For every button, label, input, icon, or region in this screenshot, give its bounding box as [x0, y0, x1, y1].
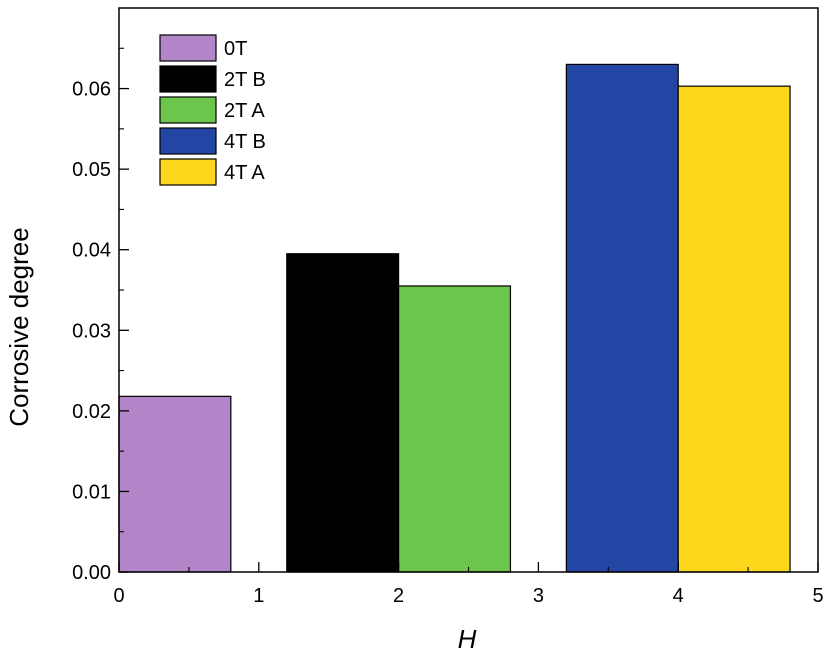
x-tick-label: 0: [113, 585, 124, 607]
bars: [118, 63, 791, 573]
legend-swatch: [159, 96, 217, 124]
legend-label: 0T: [224, 38, 247, 60]
y-tick-label: 0.02: [72, 401, 111, 423]
y-tick-label: 0.04: [72, 240, 111, 262]
x-tick-label: 3: [533, 585, 544, 607]
legend: 0T 2T B 2T A 4T B 4T A: [159, 34, 266, 186]
legend-swatch: [159, 65, 217, 93]
bar-4t-b: [565, 63, 679, 573]
y-axis: 0.00 0.01 0.02 0.03 0.04 0.05 0.06: [72, 47, 129, 584]
y-tick-label: 0.00: [72, 562, 111, 584]
bar-2t-b: [286, 253, 400, 573]
y-tick-label: 0.01: [72, 481, 111, 503]
legend-label: 4T A: [224, 162, 265, 184]
bar-2t-a: [398, 285, 512, 573]
x-tick-label: 1: [253, 585, 264, 607]
legend-label: 2T A: [224, 100, 265, 122]
x-axis: 0 1 2 3 4 5: [113, 562, 824, 607]
y-tick-label: 0.03: [72, 320, 111, 342]
x-axis-title: H: [458, 624, 477, 654]
bar-0t: [118, 395, 232, 573]
x-tick-label: 2: [393, 585, 404, 607]
legend-label: 4T B: [224, 131, 266, 153]
legend-swatch: [159, 127, 217, 155]
legend-swatch: [159, 158, 217, 186]
y-axis-title: Corrosive degree: [4, 227, 34, 426]
x-tick-label: 5: [812, 585, 823, 607]
bar-4t-a: [677, 85, 791, 573]
y-tick-label: 0.06: [72, 79, 111, 101]
x-tick-label: 4: [673, 585, 684, 607]
y-tick-label: 0.05: [72, 159, 111, 181]
legend-label: 2T B: [224, 69, 266, 91]
legend-swatch: [159, 34, 217, 62]
